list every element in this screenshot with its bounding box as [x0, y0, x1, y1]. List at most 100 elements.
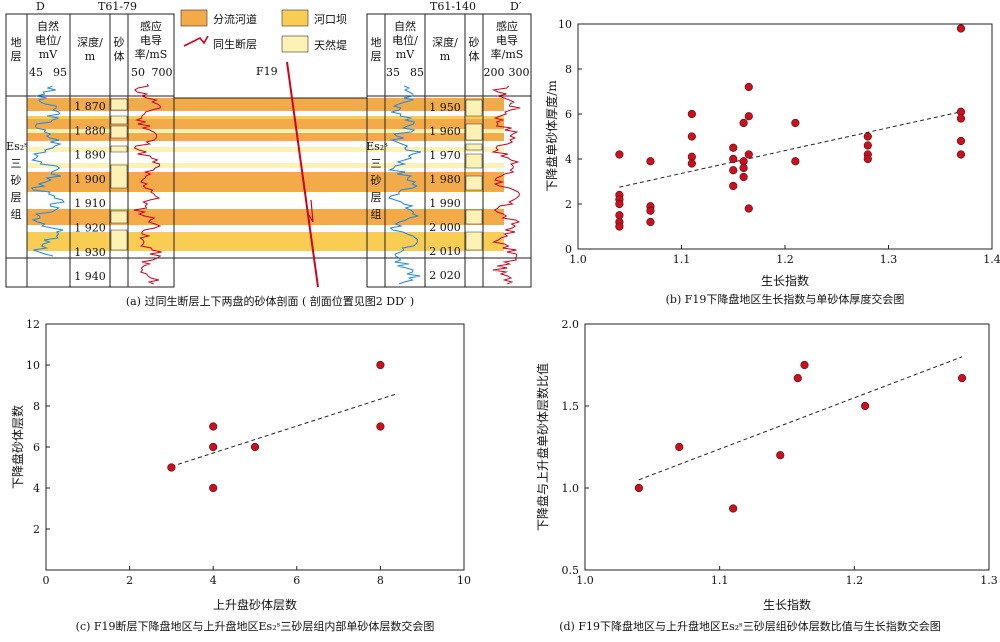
y-tick-label: 10	[26, 359, 40, 372]
x-tick-label: 1.1	[711, 574, 729, 587]
right-sp-curve	[388, 85, 422, 285]
scatter-point	[729, 181, 738, 191]
scatter-point	[744, 150, 753, 159]
scatter-point	[793, 374, 802, 383]
legend-label-fault: 同生断层	[213, 37, 257, 51]
scatter-point	[729, 166, 738, 175]
right-point-label: D′	[510, 0, 522, 13]
caption-b: (b) F19下降盘地区生长指数与单砂体厚度交会图	[666, 292, 905, 306]
y-tick-label: 6	[33, 441, 40, 454]
y-tick-label: 0	[565, 243, 572, 256]
chart-d-ylabel: 下降盘与上升盘单砂体层数比值	[535, 363, 550, 531]
left-sand-box	[110, 145, 128, 153]
scatter-point	[687, 159, 696, 168]
y-tick-label: 6	[565, 108, 572, 121]
scatter-point	[646, 217, 655, 227]
scatter-point	[250, 442, 260, 452]
x-tick-label: 0	[43, 574, 50, 587]
scatter-point	[729, 154, 738, 164]
x-tick-label: 1.2	[846, 574, 864, 587]
right-sp-min: 35	[386, 66, 400, 79]
left-sand-header: 砂体	[114, 36, 125, 63]
right-sp-header: 自然电位/mV	[392, 19, 418, 61]
scatter-point	[209, 442, 218, 452]
scatter-point	[800, 360, 809, 370]
right-sp-max: 85	[410, 66, 424, 79]
legend-fault-icon	[183, 35, 209, 47]
right-depth-label: 2 010	[429, 245, 461, 258]
y-tick-label: 8	[33, 400, 40, 413]
chart-c-points	[167, 360, 385, 493]
right-depth-label: 1 960	[429, 125, 461, 138]
right-depth-label: 1 990	[429, 197, 461, 210]
y-tick-label: 4	[565, 153, 572, 166]
legend: 分流河道 同生断层 河口坝 天然堤	[180, 9, 347, 53]
chart-c-xlabel: 上升盘砂体层数	[213, 597, 297, 612]
left-depth-label: 1 940	[74, 270, 106, 283]
y-tick-label: 2.0	[562, 318, 580, 331]
scatter-point	[863, 132, 872, 141]
x-tick-label: 1.0	[569, 253, 587, 266]
left-sand-box	[110, 210, 128, 224]
right-strata-header: 地层	[371, 36, 382, 63]
sand-columns	[110, 98, 483, 251]
y-tick-label: 1.5	[562, 400, 580, 413]
legend-swatch-levee	[281, 35, 309, 53]
scatter-point	[863, 154, 872, 164]
scatter-point	[729, 143, 738, 152]
scatter-point	[739, 163, 748, 173]
sand-band	[27, 163, 504, 168]
left-depth-header: 深度/m	[77, 35, 103, 63]
panel-b-chart: 1.0 1.1 1.2 1.3 1.4 0 2 4 6 8 10 生长指数 下降盘单砂体厚度/m (…	[544, 18, 1000, 306]
x-tick-label: 4	[210, 574, 217, 587]
x-tick-label: 1.4	[983, 253, 1000, 266]
y-tick-label: 2	[33, 523, 40, 536]
left-sp-curve	[30, 85, 65, 257]
x-tick-label: 8	[377, 574, 384, 587]
legend-label-channel: 分流河道	[213, 12, 257, 26]
chart-b-points	[615, 24, 966, 231]
chart-d-trendline	[638, 356, 963, 481]
scatter-point	[687, 132, 696, 141]
legend-swatch-channel	[180, 9, 208, 27]
left-depth-labels: 1 870 1 880 1 890 1 900 1 910 1 920 1 930 1 940	[74, 100, 106, 283]
scatter-point	[861, 401, 870, 411]
scatter-point	[615, 222, 624, 231]
scatter-point	[739, 172, 748, 182]
left-sp-header: 自然电位/mV	[35, 19, 61, 61]
right-depth-label: 1 950	[429, 101, 461, 114]
sand-band	[27, 133, 504, 141]
right-sand-box	[465, 231, 483, 251]
x-tick-label: 6	[293, 574, 300, 587]
x-tick-label: 1.0	[576, 574, 594, 587]
scatter-point	[376, 360, 385, 370]
chart-b-frame	[577, 23, 993, 250]
y-tick-label: 0.5	[562, 564, 580, 577]
right-sand-box	[465, 175, 483, 191]
left-sand-box	[110, 98, 128, 111]
right-sand-box	[465, 153, 483, 169]
left-sand-box	[110, 125, 128, 139]
x-tick-label: 1.3	[880, 253, 898, 266]
scatter-point	[863, 141, 872, 150]
left-conductivity-curve	[133, 83, 162, 285]
sand-band	[27, 119, 504, 129]
left-cond-header: 感应电导率/mS	[135, 19, 168, 61]
panel-d-chart: 1.0 1.1 1.2 1.30.51.01.52.0 生长指数 下降盘与上升盘单砂体…	[535, 318, 998, 633]
left-sp-min: 45	[29, 66, 43, 79]
panel-c-chart: 0 2 4 6 8 10 2 4 6 8 10 12 上升盘砂体层数 下降盘砂体层数 (c) F19断…	[10, 318, 471, 633]
scatter-point	[776, 451, 785, 460]
left-depth-label: 1 910	[74, 197, 106, 210]
left-strata-header: 地层	[11, 36, 22, 63]
caption-a: (a) 过同生断层上下两盘的砂体剖面 ( 剖面位置见图2 DD′ )	[126, 294, 414, 308]
legend-swatch-mouthbar	[281, 9, 309, 27]
scatter-point	[646, 206, 655, 215]
scatter-point	[615, 199, 624, 209]
left-sp-max: 95	[53, 66, 67, 79]
scatter-point	[956, 24, 966, 33]
scatter-point	[956, 150, 966, 159]
left-well-frame	[5, 13, 175, 288]
scatter-point	[791, 157, 800, 166]
